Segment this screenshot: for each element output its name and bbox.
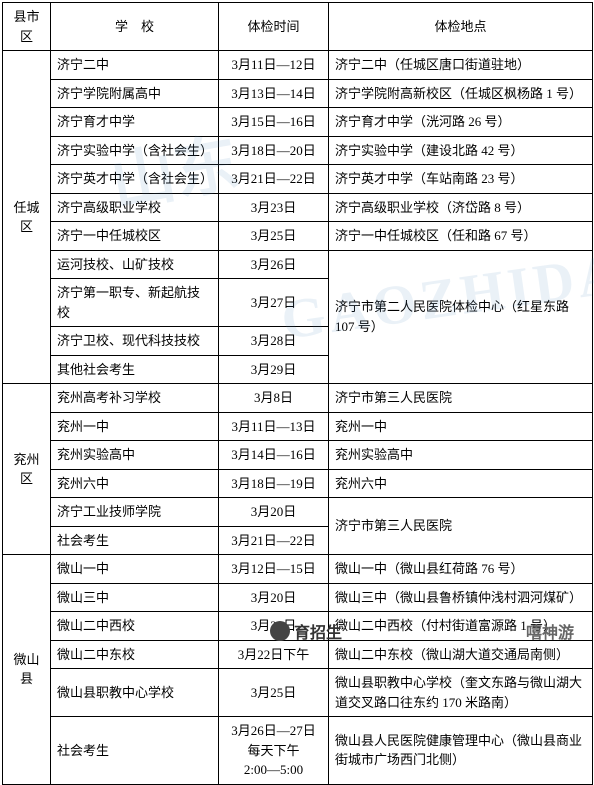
- exam-time: 3月26日: [219, 250, 329, 279]
- header-col2: 学 校: [51, 3, 219, 51]
- school-name: 济宁一中任城校区: [51, 222, 219, 251]
- exam-place: 济宁二中（任城区唐口街道驻地）: [329, 51, 593, 80]
- overlay-text-1: 育招生: [294, 619, 342, 643]
- overlay-brand-2: 嘻神游: [526, 619, 574, 643]
- school-name: 济宁工业技师学院: [51, 498, 219, 527]
- district-name: 微山县: [3, 555, 51, 785]
- exam-time: 3月23日: [219, 193, 329, 222]
- exam-time: 3月8日: [219, 384, 329, 413]
- exam-place: 济宁学院附高新校区（任城区枫杨路 1 号）: [329, 79, 593, 108]
- exam-time: 3月18日—19日: [219, 469, 329, 498]
- exam-place: 兖州一中: [329, 412, 593, 441]
- header-col4: 体检地点: [329, 3, 593, 51]
- exam-time: 3月29日: [219, 355, 329, 384]
- exam-place: 微山三中（微山县鲁桥镇仲浅村泗河煤矿）: [329, 583, 593, 612]
- school-name: 济宁第一职专、新起航技校: [51, 279, 219, 327]
- wechat-icon: [270, 621, 290, 641]
- school-name: 兖州高考补习学校: [51, 384, 219, 413]
- exam-place: 微山县人民医院健康管理中心（微山县商业街城市广场西门北侧）: [329, 717, 593, 785]
- school-name: 济宁二中: [51, 51, 219, 80]
- exam-time: 3月14日—16日: [219, 441, 329, 470]
- exam-time: 3月21日—22日: [219, 165, 329, 194]
- exam-time: 3月15日—16日: [219, 108, 329, 137]
- school-name: 微山一中: [51, 555, 219, 584]
- exam-time: 3月22日下午: [219, 640, 329, 669]
- exam-time: 3月27日: [219, 279, 329, 327]
- exam-time: 3月11日—13日: [219, 412, 329, 441]
- exam-place: 济宁实验中学（建设北路 42 号）: [329, 136, 593, 165]
- exam-time: 3月13日—14日: [219, 79, 329, 108]
- school-name: 济宁育才中学: [51, 108, 219, 137]
- exam-place: 微山二中东校（微山湖大道交通局南侧）: [329, 640, 593, 669]
- exam-schedule-table: 县市区学 校体检时间体检地点任城区济宁二中3月11日—12日济宁二中（任城区唐口…: [2, 2, 593, 785]
- exam-place: 济宁英才中学（车站南路 23 号）: [329, 165, 593, 194]
- school-name: 社会考生: [51, 526, 219, 555]
- school-name: 济宁高级职业学校: [51, 193, 219, 222]
- school-name: 济宁学院附属高中: [51, 79, 219, 108]
- school-name: 微山二中西校: [51, 612, 219, 641]
- school-name: 济宁实验中学（含社会生）: [51, 136, 219, 165]
- school-name: 济宁卫校、现代科技技校: [51, 327, 219, 356]
- exam-time: 3月26日—27日每天下午2:00—5:00: [219, 717, 329, 785]
- exam-place: 济宁市第三人民医院: [329, 384, 593, 413]
- district-name: 任城区: [3, 51, 51, 384]
- exam-time: 3月28日: [219, 327, 329, 356]
- school-name: 运河技校、山矿技校: [51, 250, 219, 279]
- school-name: 微山二中东校: [51, 640, 219, 669]
- exam-time: 3月25日: [219, 222, 329, 251]
- exam-time: 3月25日: [219, 669, 329, 717]
- overlay-brand-1: 育招生: [270, 619, 342, 643]
- exam-time: 3月18日—20日: [219, 136, 329, 165]
- exam-place: 济宁市第三人民医院: [329, 498, 593, 555]
- exam-time: 3月21日—22日: [219, 526, 329, 555]
- school-name: 兖州实验高中: [51, 441, 219, 470]
- exam-time: 3月11日—12日: [219, 51, 329, 80]
- exam-place: 微山一中（微山县红荷路 76 号）: [329, 555, 593, 584]
- district-name: 兖州区: [3, 384, 51, 555]
- exam-place: 济宁一中任城校区（任和路 67 号）: [329, 222, 593, 251]
- header-col3: 体检时间: [219, 3, 329, 51]
- header-col1: 县市区: [3, 3, 51, 51]
- exam-place: 济宁市第二人民医院体检中心（红星东路107 号）: [329, 250, 593, 384]
- exam-place: 济宁高级职业学校（济岱路 8 号）: [329, 193, 593, 222]
- exam-place: 济宁育才中学（洸河路 26 号）: [329, 108, 593, 137]
- school-name: 兖州一中: [51, 412, 219, 441]
- school-name: 济宁英才中学（含社会生）: [51, 165, 219, 194]
- exam-time: 3月12日—15日: [219, 555, 329, 584]
- exam-place: 微山县职教中心学校（奎文东路与微山湖大道交叉路口往东约 170 米路南）: [329, 669, 593, 717]
- school-name: 兖州六中: [51, 469, 219, 498]
- exam-time: 3月20日: [219, 583, 329, 612]
- school-name: 社会考生: [51, 717, 219, 785]
- exam-place: 兖州六中: [329, 469, 593, 498]
- school-name: 微山三中: [51, 583, 219, 612]
- school-name: 微山县职教中心学校: [51, 669, 219, 717]
- school-name: 其他社会考生: [51, 355, 219, 384]
- overlay-text-2: 嘻神游: [526, 619, 574, 643]
- exam-time: 3月20日: [219, 498, 329, 527]
- exam-place: 兖州实验高中: [329, 441, 593, 470]
